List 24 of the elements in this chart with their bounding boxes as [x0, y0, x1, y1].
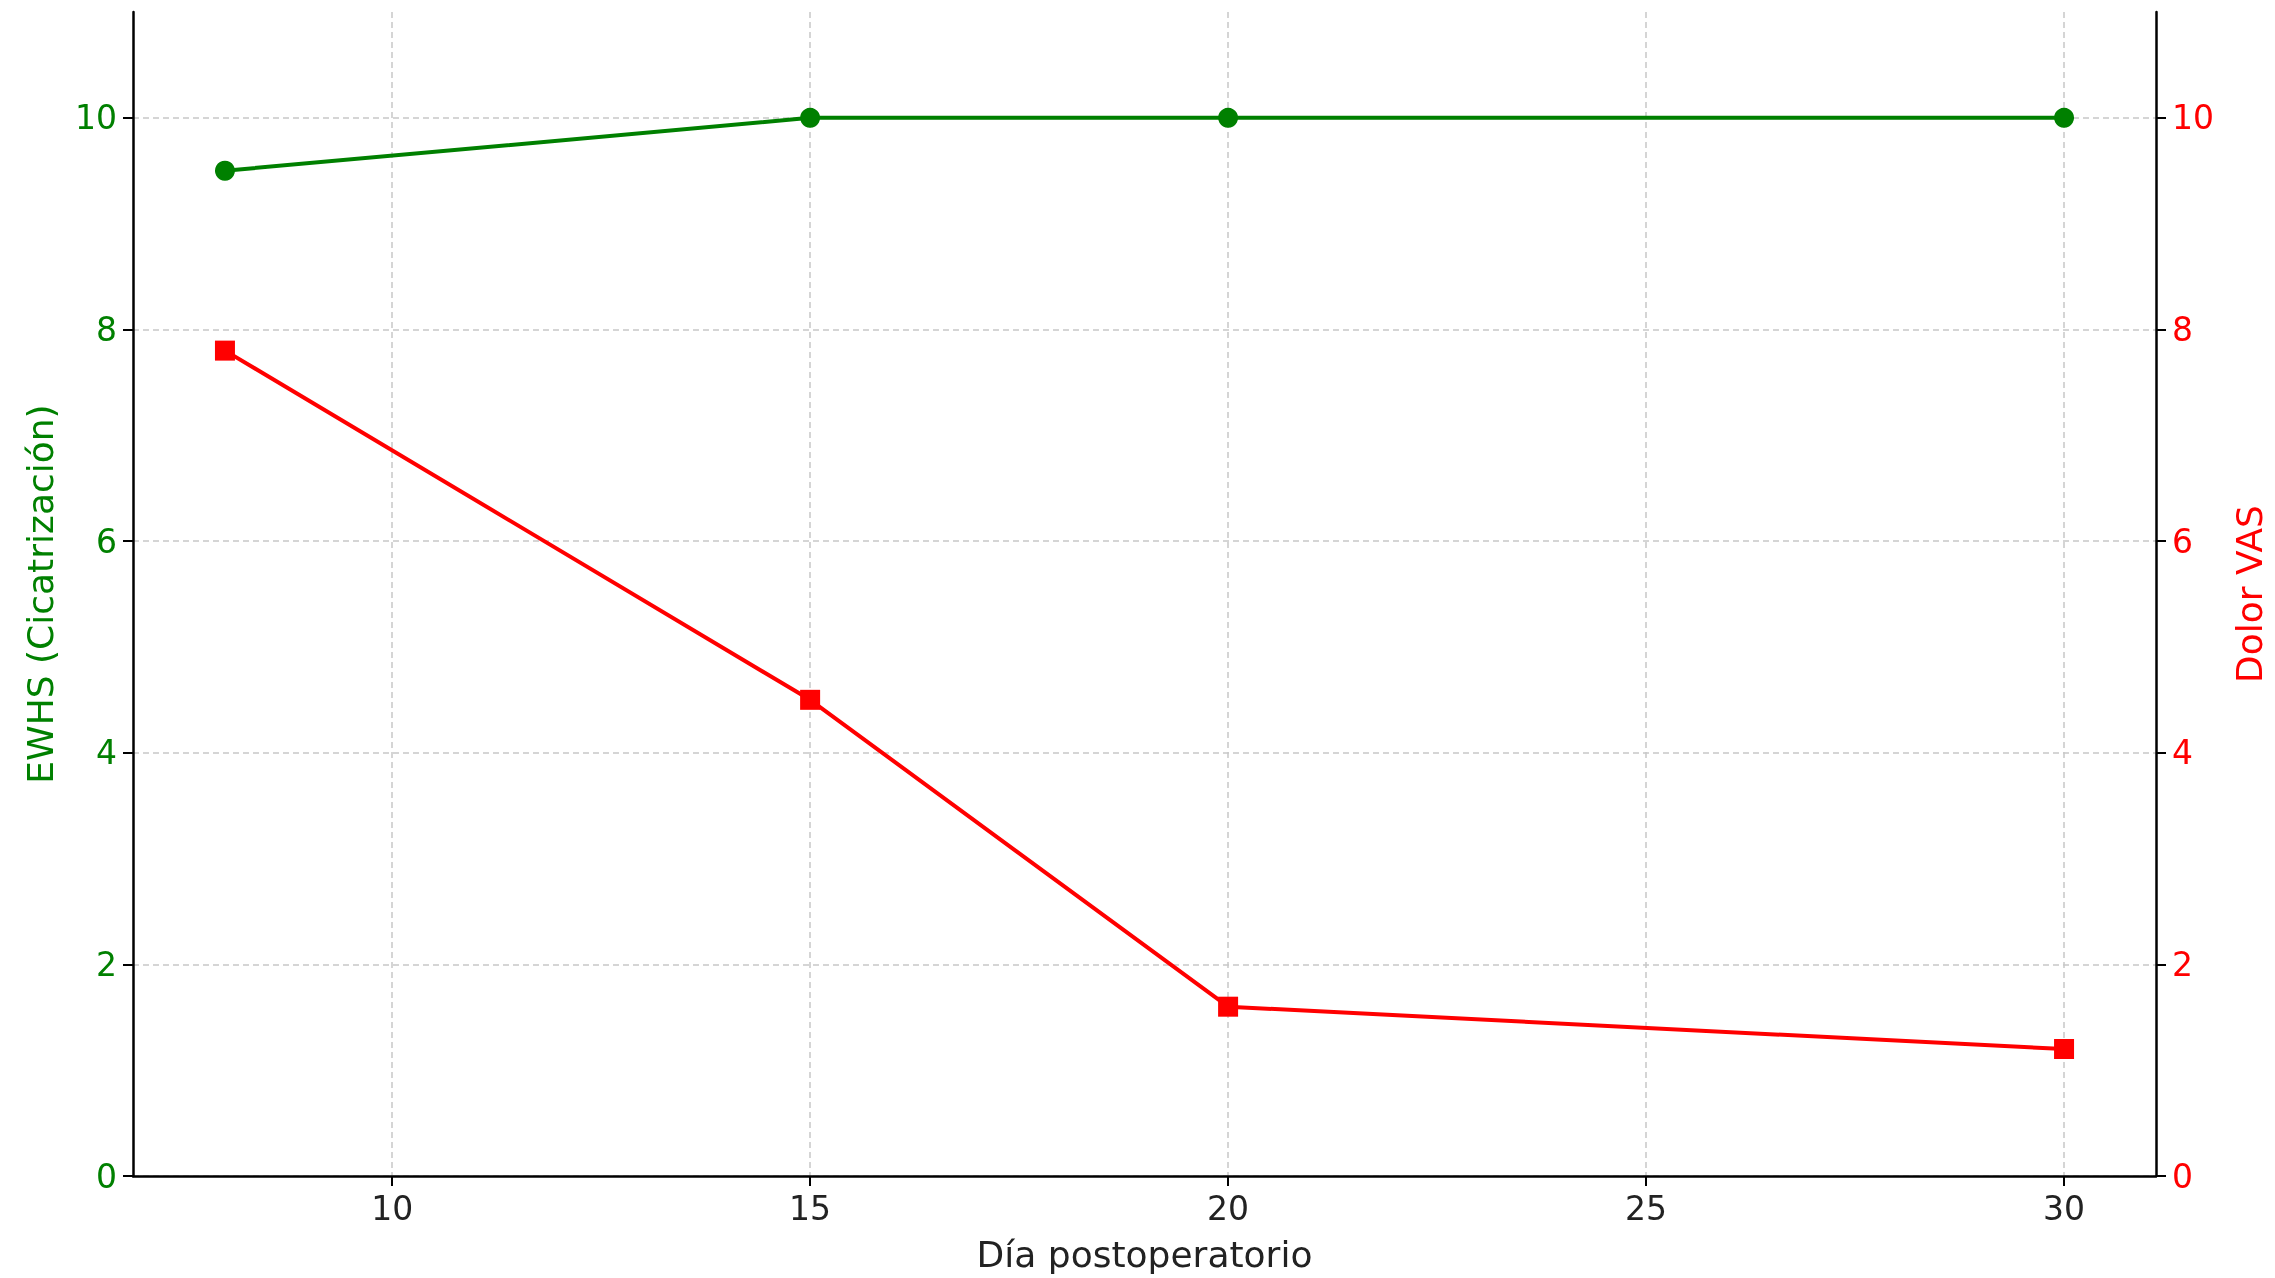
- x-tick-label: 20: [1207, 1189, 1250, 1228]
- y2-tick-label: 0: [2172, 1156, 2193, 1196]
- y-tick-label: 10: [75, 98, 117, 138]
- y-tick-label: 4: [96, 733, 117, 773]
- x-tick-label: 15: [789, 1189, 832, 1228]
- y2-tick-label: 8: [2172, 309, 2193, 349]
- y-tick-label: 2: [96, 944, 117, 984]
- y2-tick-label: 2: [2172, 944, 2193, 984]
- point: [800, 689, 821, 710]
- y-tick-label: 8: [96, 309, 117, 349]
- x-tick-label: 10: [371, 1189, 414, 1228]
- x-tick-label: 25: [1625, 1189, 1668, 1228]
- y2-tick-label: 6: [2172, 521, 2193, 561]
- y-tick-label: 6: [96, 521, 117, 561]
- x-tick-label: 30: [2043, 1189, 2086, 1228]
- y2-axis-title: Dolor VAS: [2228, 505, 2270, 683]
- y2-tick-label: 4: [2172, 733, 2193, 773]
- y-tick-label: 0: [96, 1156, 117, 1196]
- point: [2054, 1039, 2075, 1060]
- point: [1218, 996, 1239, 1017]
- y-axis-title: EWHS (Cicatrización): [19, 404, 61, 784]
- y2-tick-label: 10: [2172, 98, 2214, 138]
- point: [214, 340, 235, 361]
- x-axis-title: Día postoperatorio: [976, 1233, 1313, 1275]
